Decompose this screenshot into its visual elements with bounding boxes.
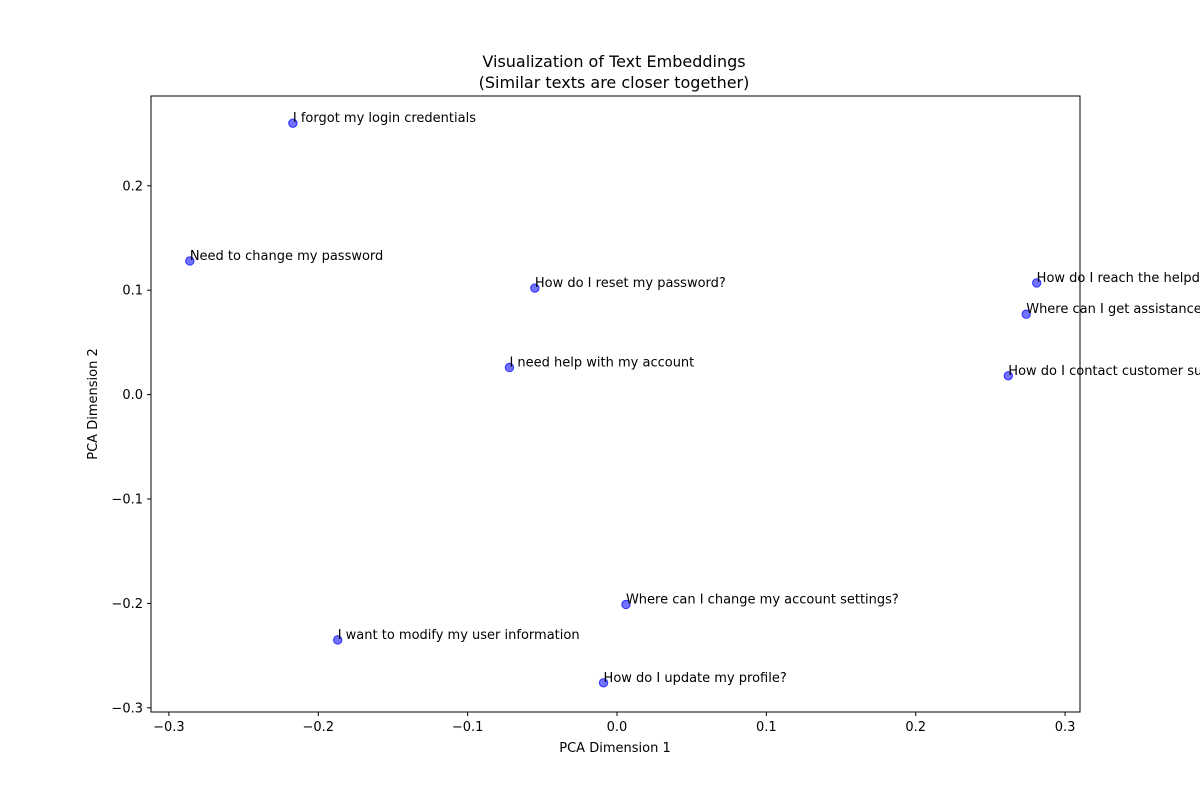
point-label: Where can I change my account settings? xyxy=(626,592,899,607)
data-point xyxy=(1003,371,1014,381)
data-point xyxy=(332,635,343,645)
x-tick-label: 0.2 xyxy=(905,720,926,735)
points-layer: I forgot my login credentials Need to cha… xyxy=(185,111,1200,688)
x-tick-label: 0.0 xyxy=(607,720,628,735)
y-tick-label: −0.2 xyxy=(111,597,143,612)
point-label: I need help with my account xyxy=(509,355,694,370)
data-point xyxy=(530,283,540,293)
y-tick-label: 0.1 xyxy=(122,284,143,299)
data-point xyxy=(288,118,298,128)
point-label: Need to change my password xyxy=(190,249,383,264)
data-point xyxy=(598,678,609,688)
x-axis: −0.3 −0.2 −0.1 0.0 0.1 0.2 0.3 xyxy=(153,712,1075,735)
point-label: I want to modify my user information xyxy=(338,628,580,643)
x-tick-label: −0.1 xyxy=(452,720,484,735)
y-axis: −0.3 −0.2 −0.1 0.0 0.1 0.2 xyxy=(111,179,151,716)
y-axis-label: PCA Dimension 2 xyxy=(86,348,101,459)
x-tick-label: 0.1 xyxy=(756,720,777,735)
data-point xyxy=(1031,278,1042,288)
point-label: Where can I get assistance? xyxy=(1026,302,1200,317)
y-tick-label: 0.2 xyxy=(122,179,143,194)
plot-frame xyxy=(150,95,1081,713)
y-tick-label: −0.1 xyxy=(111,493,143,508)
point-label: How do I reach the helpdesk? xyxy=(1037,271,1200,286)
y-tick-label: −0.3 xyxy=(111,701,143,716)
x-axis-label: PCA Dimension 1 xyxy=(559,741,670,756)
point-label: How do I update my profile? xyxy=(604,671,787,686)
chart-title-line-1: Visualization of Text Embeddings xyxy=(482,52,745,71)
x-tick-label: −0.2 xyxy=(302,720,334,735)
data-point xyxy=(621,599,631,610)
point-label: How do I contact customer support? xyxy=(1008,364,1200,379)
x-tick-label: 0.3 xyxy=(1055,720,1076,735)
x-tick-label: −0.3 xyxy=(153,720,185,735)
point-label: I forgot my login credentials xyxy=(293,111,476,126)
data-point xyxy=(185,256,195,266)
data-point xyxy=(1021,309,1031,319)
data-point xyxy=(504,362,515,373)
y-tick-label: 0.0 xyxy=(122,388,143,403)
point-label: How do I reset my password? xyxy=(535,276,726,291)
chart-title-line-2: (Similar texts are closer together) xyxy=(479,73,750,92)
